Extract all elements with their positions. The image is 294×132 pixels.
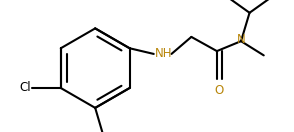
Text: O: O bbox=[215, 84, 224, 97]
Text: NH: NH bbox=[155, 47, 173, 60]
Text: N: N bbox=[237, 33, 245, 46]
Text: Cl: Cl bbox=[19, 81, 31, 95]
